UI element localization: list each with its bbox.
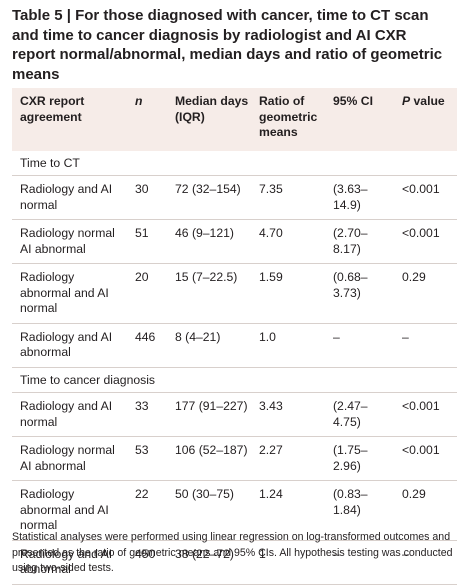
data-row: Radiology abnormal and AI normal 22 50 (30…: [12, 480, 457, 541]
data-row: Radiology and AI normal 33 177 (91–227) 3.4…: [12, 392, 457, 437]
cell: 46 (9–121): [170, 219, 254, 264]
cell: Radiology and AI normal: [12, 175, 130, 220]
cell: 20: [130, 263, 170, 324]
cell: Radiology abnormal and AI normal: [12, 263, 130, 324]
table-head: CXR report agreement n Median days (IQR) Ra…: [12, 88, 457, 151]
column-header: CXR report agreement: [12, 88, 130, 151]
data-row: Radiology normal AI abnormal 53 106 (52–18…: [12, 436, 457, 481]
section-label: Time to CT: [12, 150, 457, 176]
column-header: n: [130, 88, 170, 151]
cell: <0.001: [397, 392, 457, 437]
cell: 2.27: [254, 436, 328, 481]
column-header: 95% CI: [328, 88, 397, 151]
cell: <0.001: [397, 175, 457, 220]
cell: (0.83–1.84): [328, 480, 397, 541]
cell: Radiology normal AI abnormal: [12, 219, 130, 264]
cell: <0.001: [397, 436, 457, 481]
cell: 53: [130, 436, 170, 481]
cell: 1.24: [254, 480, 328, 541]
cell: 15 (7–22.5): [170, 263, 254, 324]
cell: Radiology abnormal and AI normal: [12, 480, 130, 541]
data-row: Radiology and AI normal 30 72 (32–154) 7.35…: [12, 175, 457, 220]
header-row: CXR report agreement n Median days (IQR) Ra…: [12, 88, 457, 151]
cell: 1.59: [254, 263, 328, 324]
section-label: Time to cancer diagnosis: [12, 367, 457, 393]
cell: 446: [130, 323, 170, 368]
cell: 51: [130, 219, 170, 264]
column-header: P value: [397, 88, 457, 151]
cell: 72 (32–154): [170, 175, 254, 220]
data-row: Radiology abnormal and AI normal 20 15 (7–…: [12, 263, 457, 324]
cell: (2.47–4.75): [328, 392, 397, 437]
cell: 50 (30–75): [170, 480, 254, 541]
cell: Radiology and AI normal: [12, 392, 130, 437]
data-row: Radiology and AI abnormal 446 8 (4–21) 1.0–…: [12, 323, 457, 368]
cell: 0.29: [397, 480, 457, 541]
cell: <0.001: [397, 219, 457, 264]
cell: (3.63–14.9): [328, 175, 397, 220]
cell: Radiology normal AI abnormal: [12, 436, 130, 481]
cell: 106 (52–187): [170, 436, 254, 481]
cell: (0.68–3.73): [328, 263, 397, 324]
cell: 8 (4–21): [170, 323, 254, 368]
cell: (2.70–8.17): [328, 219, 397, 264]
data-row: Radiology normal AI abnormal 51 46 (9–121)…: [12, 219, 457, 264]
cell: 33: [130, 392, 170, 437]
cell: –: [397, 323, 457, 368]
footnote: Statistical analyses were performed usin…: [12, 531, 453, 574]
cell: 30: [130, 175, 170, 220]
column-header: Median days (IQR): [170, 88, 254, 151]
table-body: Time to CT Radiology and AI normal 30 72 (3…: [12, 150, 457, 585]
cell: 0.29: [397, 263, 457, 324]
cell: –: [328, 323, 397, 368]
cell: (1.75–2.96): [328, 436, 397, 481]
cell: 177 (91–227): [170, 392, 254, 437]
section-row: Time to cancer diagnosis: [12, 367, 457, 393]
section-row: Time to CT: [12, 150, 457, 176]
table-title: Table 5 | For those diagnosed with cance…: [12, 7, 443, 83]
cell: 4.70: [254, 219, 328, 264]
cell: 22: [130, 480, 170, 541]
results-table: CXR report agreement n Median days (IQR) Ra…: [12, 88, 457, 585]
cell: Radiology and AI abnormal: [12, 323, 130, 368]
cell: 1.0: [254, 323, 328, 368]
cell: 7.35: [254, 175, 328, 220]
cell: 3.43: [254, 392, 328, 437]
column-header: Ratio of geometric means: [254, 88, 328, 151]
